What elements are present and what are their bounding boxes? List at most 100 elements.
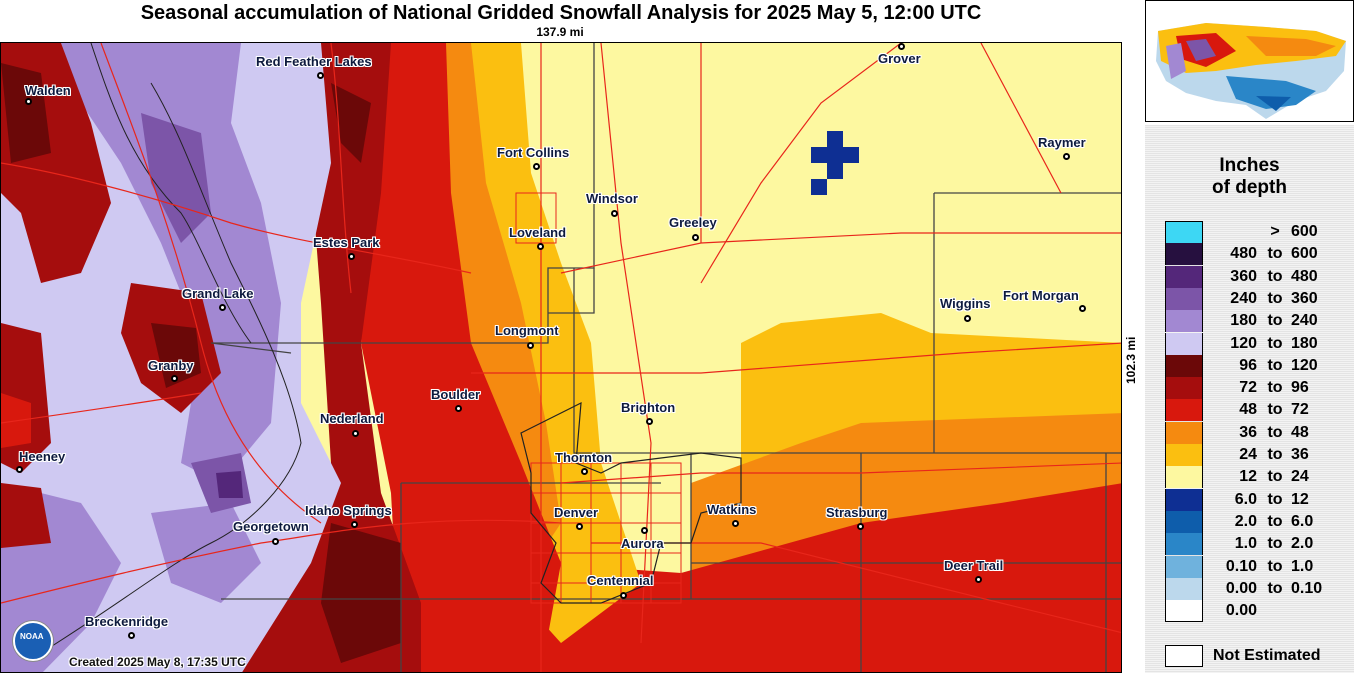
vertical-scale-label: 102.3 mi [1124,336,1138,384]
city-label: Watkins [707,502,757,517]
city-label: Centennial [587,573,654,588]
city-label: Granby [148,358,194,373]
legend-range-sep: to [1267,468,1283,486]
legend-range-sep: to [1267,334,1283,352]
legend-row: >600 [1165,221,1354,243]
legend-range-high: 2.0 [1291,535,1314,553]
legend-range-sep: to [1267,379,1283,397]
city-label: Windsor [586,191,638,206]
legend-swatch [1165,310,1203,333]
legend-range-high: 24 [1291,468,1309,486]
city-label: Georgetown [233,519,309,534]
created-timestamp: Created 2025 May 8, 17:35 UTC [69,655,246,669]
city-dot [171,375,178,382]
legend-range-low: 480 [1230,245,1257,263]
legend-swatch [1165,600,1203,623]
city-dot [857,523,864,530]
noaa-logo-text: NOAA [20,632,44,641]
legend-range-sep: to [1267,245,1283,263]
legend-range-sep: to [1267,512,1283,530]
legend-range-high: 180 [1291,334,1318,352]
city-dot [348,253,355,260]
city-label: Deer Trail [944,558,1004,573]
legend-range-sep: to [1267,289,1283,307]
city-label: Heeney [19,449,66,464]
legend-range-sep: > [1270,223,1280,240]
legend-range-sep: to [1267,557,1283,575]
legend-row: 240 to 360 [1165,287,1354,310]
noaa-logo: NOAA [13,621,53,661]
legend-panel: Inches of depth >600 480 to 600 360 to 480 240 t… [1145,125,1354,673]
city-label: Wiggins [940,296,991,311]
legend-swatch [1165,243,1203,266]
legend-swatch [1165,287,1203,310]
city-dot [581,468,588,475]
city-label: Longmont [495,323,559,338]
legend-range-low: 360 [1230,267,1257,285]
legend-range-high: 360 [1291,289,1318,307]
legend-row: 72 to 96 [1165,377,1354,400]
city-label: Strasburg [826,505,888,520]
legend-range-low: 72 [1239,379,1257,397]
legend-range-sep: to [1267,579,1283,597]
city-dot [898,43,905,50]
city-dot [1063,153,1070,160]
city-label: Fort Morgan [1003,288,1079,303]
legend-title-line1: Inches [1219,155,1280,176]
legend-range-low: 0.10 [1225,557,1257,575]
not-estimated-swatch [1165,645,1203,667]
city-dot [1079,305,1086,312]
legend-swatch [1165,444,1203,466]
legend-range-high: 600 [1291,223,1318,240]
conus-inset-graphic [1146,1,1353,121]
city-label: Fort Collins [497,145,570,160]
city-dot [646,418,653,425]
legend-range-high: 480 [1291,267,1318,285]
city-dot [317,72,324,79]
legend-range-low: 6.0 [1234,490,1257,508]
city-dot [537,243,544,250]
legend-title-line2: of depth [1212,177,1287,198]
legend-range-low: 2.0 [1234,512,1257,530]
city-dot [620,592,627,599]
legend-range-high: 1.0 [1291,557,1314,575]
legend-range-high: 12 [1291,490,1309,508]
legend-range-low: 240 [1230,289,1257,307]
city-label: Grand Lake [182,286,254,301]
city-label: Brighton [621,400,676,415]
city-dot [527,342,534,349]
legend-range-low: 96 [1239,356,1257,374]
city-label: Greeley [669,215,717,230]
legend-range-low: 24 [1239,446,1257,463]
legend-range-sep: to [1267,267,1283,285]
legend-swatch [1165,265,1203,288]
legend-range-low: 36 [1239,423,1257,441]
legend-range-high: 120 [1291,356,1318,374]
legend-range-high: 240 [1291,312,1318,330]
legend-row: 36 to 48 [1165,421,1354,444]
city-dot [272,538,279,545]
legend-range-high: 72 [1291,401,1309,419]
city-dot [219,304,226,311]
legend-row: 0.00 to 0.10 [1165,577,1354,600]
city-dot [732,520,739,527]
legend-row: 1.0 to 2.0 [1165,533,1354,556]
legend-row: 0.00 [1165,600,1354,623]
city-dot [351,521,358,528]
city-label: Estes Park [313,235,380,250]
city-label: Raymer [1038,135,1086,150]
legend-range-low: 0.00 [1225,602,1257,620]
conus-inset-map[interactable] [1145,0,1354,122]
city-dot [975,576,982,583]
city-label: Thornton [555,450,613,465]
snowfall-map[interactable]: Red Feather Lakes Walden Grover Fort Collin… [0,42,1122,673]
legend-swatch [1165,555,1203,578]
city-dot [611,210,618,217]
city-label: Walden [25,83,71,98]
legend-range-low: 12 [1239,468,1257,486]
city-label: Idaho Springs [305,503,392,518]
legend-title: Inches of depth [1145,155,1354,199]
legend-range-sep: to [1267,423,1283,441]
city-dot [455,405,462,412]
city-dot [692,234,699,241]
